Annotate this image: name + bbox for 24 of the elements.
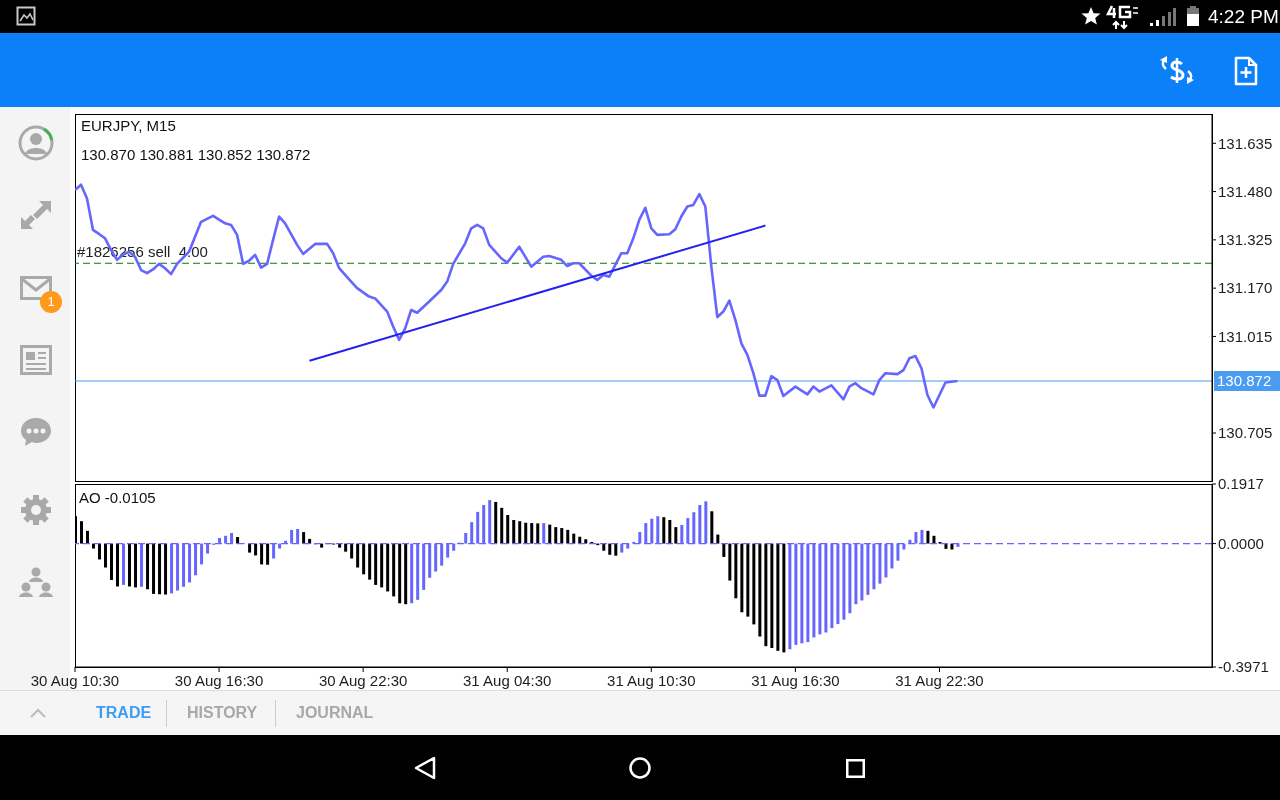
y-tick-label: 0.1917: [1218, 475, 1264, 493]
x-tick-label: 30 Aug 10:30: [30, 671, 120, 689]
y-tick-label: -0.3971: [1218, 658, 1269, 676]
y-tick-label: 131.635: [1218, 134, 1273, 152]
x-tick-label: 30 Aug 22:30: [318, 671, 408, 689]
y-tick-label: 130.705: [1218, 424, 1273, 442]
y-tick-label: 131.015: [1218, 327, 1273, 345]
y-tick-label: 131.480: [1218, 182, 1273, 200]
x-tick-label: 31 Aug 22:30: [895, 671, 984, 689]
text: HISTORY: [187, 703, 258, 723]
y-tick-label: 131.325: [1218, 231, 1273, 249]
chart-title: EURJPY, M15: [81, 117, 176, 135]
x-tick-label: 31 Aug 16:30: [751, 671, 840, 689]
text: JOURNAL: [296, 703, 374, 723]
y-tick-label: 131.170: [1218, 279, 1273, 297]
x-tick-label: 30 Aug 16:30: [174, 671, 264, 689]
x-tick-label: 31 Aug 10:30: [607, 671, 696, 689]
text: TRADE: [96, 703, 152, 723]
text: 4:22 PM: [1208, 6, 1279, 28]
chart-title: AO -0.0105: [79, 489, 156, 507]
x-tick-label: 31 Aug 04:30: [463, 671, 552, 689]
text: 130.870 130.881 130.852 130.872: [81, 146, 311, 164]
ref-line-label: 130.872: [1217, 372, 1272, 390]
y-tick-label: 0.0000: [1218, 534, 1264, 552]
